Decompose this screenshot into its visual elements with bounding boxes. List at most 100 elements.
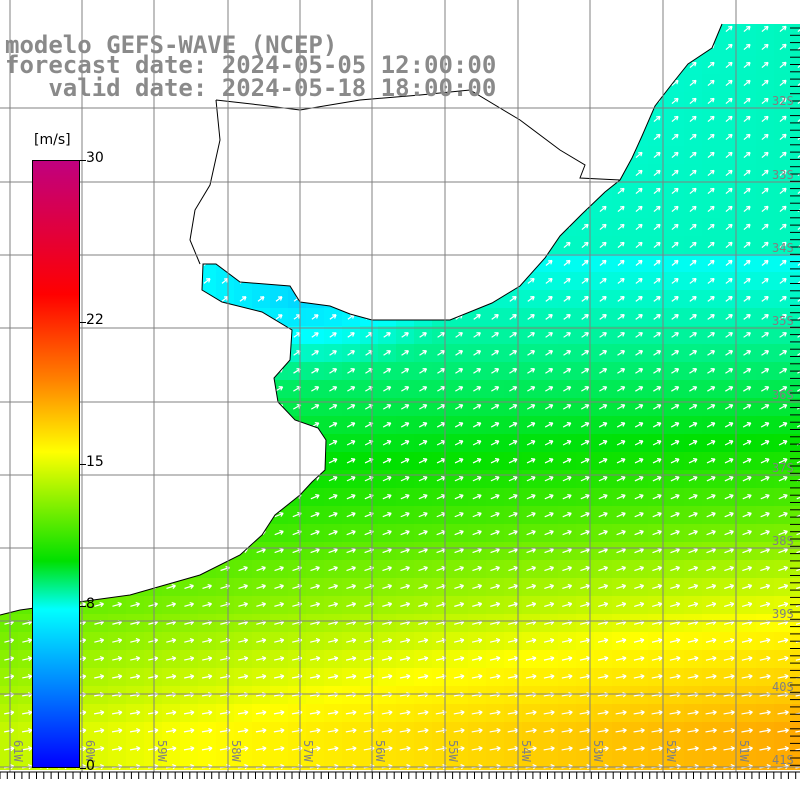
- speed-cell: [162, 182, 181, 201]
- speed-cell: [198, 470, 217, 489]
- wind-arrow: [419, 25, 427, 32]
- wind-arrow: [491, 25, 499, 32]
- speed-cell: [216, 380, 235, 399]
- speed-cell: [198, 524, 217, 543]
- wind-arrow: [166, 783, 176, 787]
- speed-cell: [180, 272, 199, 291]
- wind-arrow: [526, 783, 537, 787]
- wind-arrow: [131, 259, 139, 266]
- speed-cell: [234, 452, 253, 471]
- speed-cell: [558, 24, 577, 39]
- wind-arrow: [401, 187, 409, 195]
- speed-cell: [108, 470, 127, 489]
- wind-arrow: [257, 368, 266, 374]
- wind-arrow: [239, 169, 247, 176]
- wind-arrow: [455, 25, 463, 32]
- wind-arrow: [23, 332, 31, 338]
- wind-arrow: [22, 422, 32, 428]
- speed-cell: [792, 722, 800, 741]
- speed-cell: [378, 146, 397, 165]
- speed-cell: [612, 56, 631, 75]
- speed-cell: [576, 38, 595, 57]
- wind-arrow: [455, 223, 463, 231]
- wind-arrow: [635, 97, 643, 105]
- wind-arrow: [545, 187, 553, 195]
- speed-cell: [180, 470, 199, 489]
- wind-arrow: [4, 512, 14, 518]
- wind-arrow: [617, 115, 625, 123]
- wind-arrow: [490, 783, 501, 787]
- wind-arrow: [5, 187, 13, 194]
- wind-arrow: [581, 25, 589, 33]
- wind-arrow: [130, 583, 140, 590]
- speed-cell: [252, 254, 271, 273]
- speed-cell: [522, 74, 541, 93]
- speed-cell: [0, 434, 19, 453]
- wind-arrow: [275, 169, 283, 177]
- speed-cell: [126, 434, 145, 453]
- wind-arrow: [527, 115, 535, 123]
- wind-arrow: [365, 133, 373, 140]
- speed-cell: [162, 362, 181, 381]
- wind-arrow: [777, 782, 788, 786]
- wind-arrow: [401, 296, 409, 302]
- wind-arrow: [167, 332, 175, 338]
- wind-arrow: [113, 241, 121, 249]
- speed-cell: [90, 344, 109, 363]
- wind-arrow: [22, 494, 32, 500]
- wind-arrow: [419, 187, 427, 195]
- wind-arrow: [401, 278, 409, 284]
- speed-cell: [522, 218, 541, 237]
- speed-cell: [324, 218, 343, 237]
- speed-cell: [270, 200, 289, 219]
- wind-arrow: [203, 223, 211, 231]
- wind-arrow: [581, 97, 589, 105]
- speed-cell: [216, 470, 235, 489]
- speed-cell: [234, 326, 253, 345]
- speed-cell: [198, 146, 217, 165]
- speed-cell: [90, 236, 109, 255]
- wind-arrow: [131, 241, 139, 249]
- wind-arrow: [221, 223, 229, 231]
- colorbar-tick-label: 22: [86, 312, 104, 329]
- speed-cell: [234, 470, 253, 489]
- speed-cell: [432, 110, 451, 129]
- wind-arrow: [563, 25, 571, 33]
- speed-cell: [162, 470, 181, 489]
- wind-arrow: [689, 25, 697, 33]
- speed-cell: [180, 110, 199, 129]
- speed-cell: [306, 110, 325, 129]
- wind-arrow: [238, 511, 248, 518]
- wind-arrow: [185, 205, 193, 213]
- wind-arrow: [257, 350, 265, 356]
- wind-arrow: [437, 241, 445, 249]
- speed-cell: [432, 24, 451, 39]
- wind-arrow: [455, 241, 463, 249]
- wind-arrow: [149, 314, 157, 320]
- speed-cell: [540, 146, 559, 165]
- wind-arrow: [95, 223, 103, 231]
- wind-arrow: [113, 332, 121, 338]
- wind-arrow: [94, 476, 104, 482]
- speed-cell: [144, 416, 163, 435]
- wind-arrow: [329, 133, 337, 140]
- speed-cell: [252, 182, 271, 201]
- wind-arrow: [5, 241, 13, 249]
- speed-cell: [306, 218, 325, 237]
- speed-cell: [360, 272, 379, 291]
- speed-cell: [558, 146, 577, 165]
- speed-cell: [252, 326, 271, 345]
- speed-cell: [126, 236, 145, 255]
- speed-cell: [144, 344, 163, 363]
- speed-cell: [540, 24, 559, 39]
- speed-cell: [162, 380, 181, 399]
- wind-arrow: [599, 169, 607, 177]
- wind-arrow: [563, 79, 571, 87]
- speed-cell: [0, 326, 19, 345]
- wind-arrow: [545, 25, 553, 32]
- wind-arrow: [257, 241, 265, 249]
- latitude-label: 36S: [772, 388, 794, 402]
- speed-cell: [216, 326, 235, 345]
- speed-cell: [162, 776, 181, 795]
- wind-arrow: [23, 151, 31, 158]
